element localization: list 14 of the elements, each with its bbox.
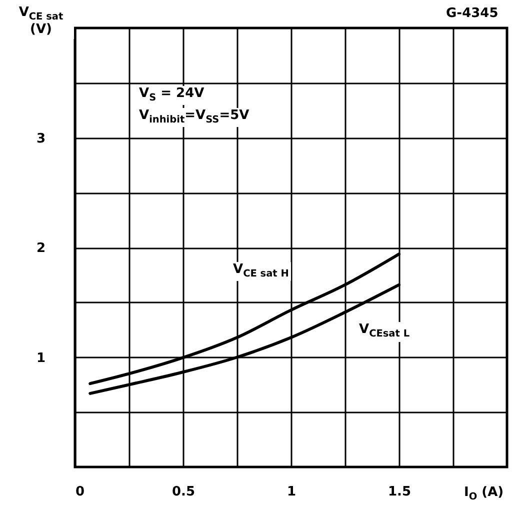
annotation: V$_{inhibit}$=V$_{SS}$=5V	[137, 108, 252, 128]
x-tick-label: 1.5	[388, 484, 412, 500]
text: V$_{CE sat H}$	[231, 262, 291, 282]
annotation: V$_{S}$ = 24V	[137, 86, 206, 106]
y-tick-label: 2	[36, 241, 46, 256]
x-axis-title: I$_{O}$ (A)	[462, 485, 506, 504]
text: G-4345	[444, 6, 500, 22]
y-axis-title: V$_{CE sat}$ (V)	[8, 5, 74, 39]
x-tick-label: 0	[76, 484, 85, 500]
x-tick-label: 1	[286, 484, 296, 500]
x-tick-label: 0.5	[172, 484, 196, 500]
y-tick-label: 3	[36, 131, 46, 146]
y-tick-label: 1	[36, 350, 46, 366]
series-label: V$_{CEsat L}$	[357, 322, 412, 342]
